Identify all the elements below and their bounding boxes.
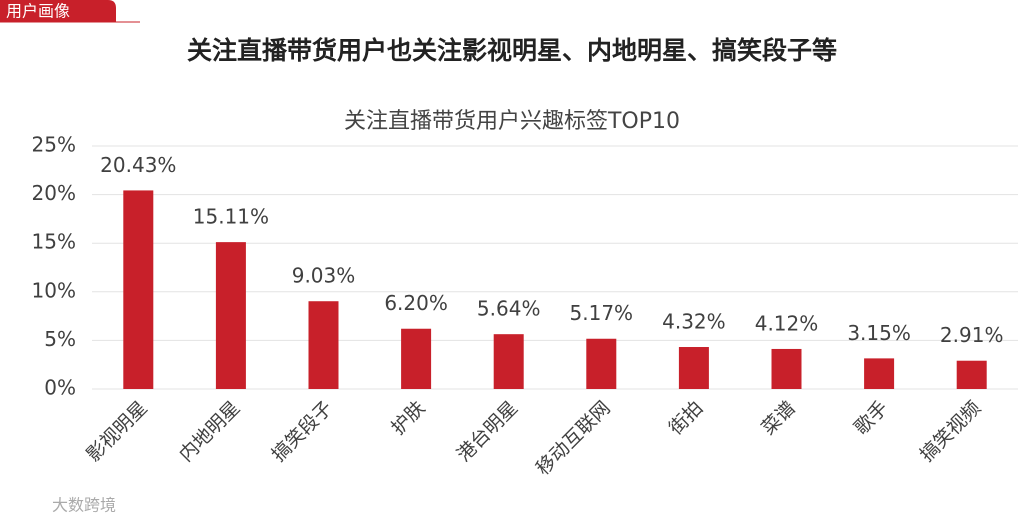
tag-background [0, 0, 116, 22]
x-tick-label: 菜谱 [757, 397, 799, 439]
watermark: 大数跨境 [52, 496, 116, 515]
bar [864, 358, 895, 389]
value-label: 4.12% [755, 311, 819, 335]
y-tick-label: 5% [44, 327, 76, 351]
y-tick-label: 25% [32, 133, 76, 157]
value-label: 6.20% [384, 291, 448, 315]
x-tick-label: 移动互联网 [532, 397, 615, 480]
value-label: 20.43% [100, 153, 176, 177]
bar [771, 348, 802, 389]
x-tick-label: 影视明星 [82, 397, 151, 466]
bar [308, 301, 339, 389]
x-tick-label: 港台明星 [453, 397, 522, 466]
value-label: 9.03% [292, 264, 356, 288]
y-tick-label: 0% [44, 376, 76, 400]
value-label: 4.32% [662, 310, 726, 334]
value-label: 15.11% [193, 205, 269, 229]
bar [401, 328, 432, 389]
tag: 用户画像 [6, 2, 70, 21]
y-tick-label: 10% [32, 278, 76, 302]
x-tick-label: 护肤 [387, 397, 429, 439]
x-tick-label: 内地明星 [175, 397, 244, 466]
value-label: 5.64% [477, 297, 541, 321]
chart-title: 关注直播带货用户兴趣标签TOP10 [344, 109, 680, 134]
y-tick-label: 15% [32, 230, 76, 254]
value-label: 3.15% [847, 321, 911, 345]
bar [678, 347, 709, 389]
bar [215, 242, 246, 389]
value-label: 2.91% [940, 323, 1004, 347]
bar [123, 190, 154, 389]
x-tick-label: 搞笑段子 [268, 397, 337, 466]
bar [493, 334, 524, 389]
bar [956, 360, 987, 389]
x-tick-label: 搞笑视频 [916, 397, 985, 466]
value-label: 5.17% [570, 301, 634, 325]
y-tick-label: 20% [32, 181, 76, 205]
bar [586, 338, 617, 389]
x-tick-label: 歌手 [850, 397, 892, 439]
x-tick-label: 街拍 [665, 397, 707, 439]
headline: 关注直播带货用户也关注影视明星、内地明星、搞笑段子等 [187, 36, 837, 65]
